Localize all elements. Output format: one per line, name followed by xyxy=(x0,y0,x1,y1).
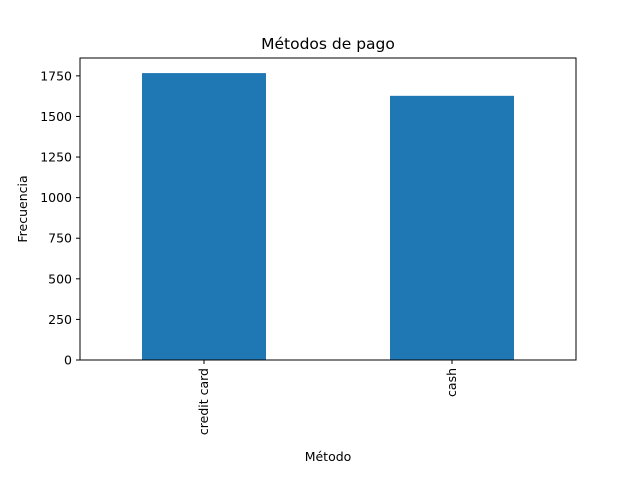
y-tick-label: 0 xyxy=(64,353,72,368)
x-tick-label: credit card xyxy=(196,368,211,435)
y-tick-label: 1250 xyxy=(40,150,72,165)
x-axis-ticks: credit card cash xyxy=(196,360,459,435)
y-axis-label: Frecuencia xyxy=(15,175,30,242)
y-axis-ticks: 0 250 500 750 1000 1250 1500 1750 xyxy=(40,68,80,368)
chart-title: Métodos de pago xyxy=(261,35,395,53)
plot-area-frame xyxy=(79,57,577,361)
y-tick-label: 1500 xyxy=(40,109,72,124)
bar-cash xyxy=(390,95,514,361)
y-tick-label: 1750 xyxy=(40,68,72,83)
x-axis-label: Método xyxy=(305,449,352,464)
x-tick-label: cash xyxy=(444,368,459,397)
y-tick-label: 750 xyxy=(48,231,72,246)
y-tick-label: 500 xyxy=(48,271,72,286)
y-tick-label: 250 xyxy=(48,312,72,327)
bar-credit-card xyxy=(142,73,266,360)
y-tick-label: 1000 xyxy=(40,190,72,205)
bars-layer xyxy=(142,73,514,361)
